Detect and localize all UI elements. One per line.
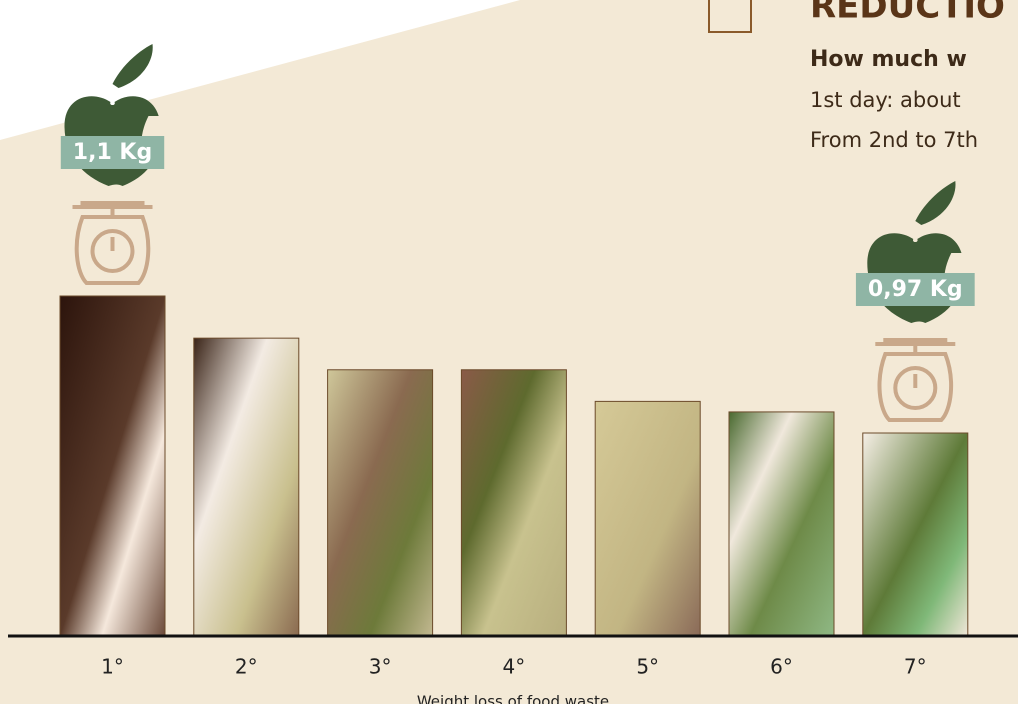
x-tick-label: 2° (235, 655, 258, 679)
bar (862, 432, 969, 637)
x-tick-label: 4° (503, 655, 526, 679)
header-title: REDUCTIO (810, 0, 1005, 27)
header-line: From 2nd to 7th (810, 128, 978, 152)
value-label-bg (60, 136, 165, 169)
value-label: 1,1 Kg (73, 140, 152, 165)
x-tick-label: 1° (101, 655, 124, 679)
bar (193, 337, 300, 637)
header-subtitle: How much w (810, 47, 967, 72)
bar (728, 411, 835, 637)
x-tick-label: 7° (904, 655, 927, 679)
bar (327, 369, 434, 637)
x-tick-label: 6° (770, 655, 793, 679)
bar (460, 369, 567, 637)
value-label-bg (855, 273, 975, 306)
checkbox[interactable] (708, 0, 752, 33)
header-line: 1st day: about (810, 88, 961, 112)
bar (59, 295, 166, 637)
x-axis-label: Weight loss of food waste (417, 693, 609, 705)
x-tick-label: 5° (636, 655, 659, 679)
x-tick-label: 3° (369, 655, 392, 679)
value-label: 0,97 Kg (868, 277, 963, 302)
bar (594, 400, 701, 637)
